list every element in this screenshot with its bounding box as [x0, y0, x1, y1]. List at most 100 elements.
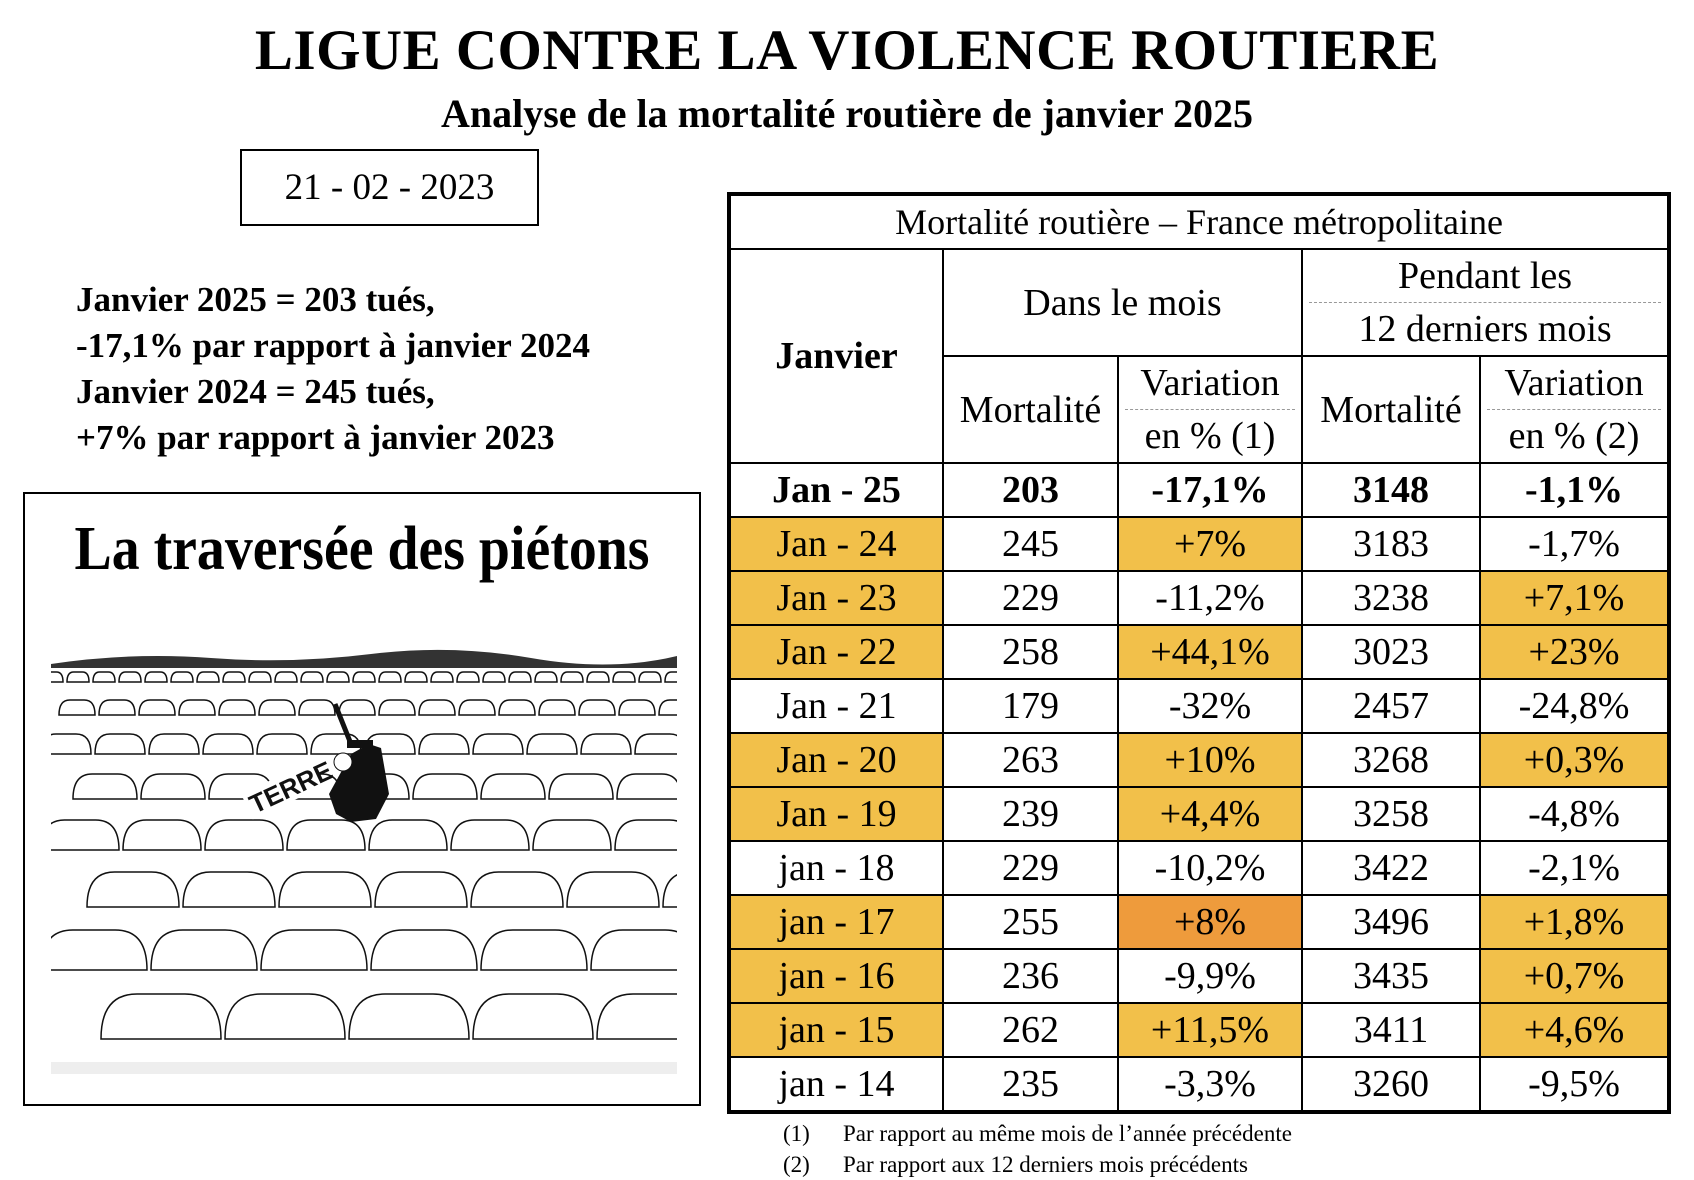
row-mortalite: 258	[942, 624, 1119, 680]
row-mortalite-12: 3411	[1301, 1002, 1481, 1058]
row-variation-12: -24,8%	[1478, 678, 1671, 734]
row-label: Jan - 20	[728, 732, 944, 788]
table-row: Jan - 24 245 +7% 3183 -1,7%	[728, 516, 1671, 572]
row-variation-month: +10%	[1117, 732, 1303, 788]
row-variation-month: -9,9%	[1117, 948, 1303, 1004]
table-row: Jan - 19 239 +4,4% 3258 -4,8%	[728, 786, 1671, 842]
table-row: Jan - 21 179 -32% 2457 -24,8%	[728, 678, 1671, 734]
row-mortalite: 255	[942, 894, 1119, 950]
row-label: jan - 17	[728, 894, 944, 950]
variation-2-line1: Variation	[1487, 357, 1662, 410]
group-header-month: Dans le mois	[942, 248, 1303, 357]
row-variation-12: -2,1%	[1478, 840, 1671, 896]
row-label: Jan - 24	[728, 516, 944, 572]
row-mortalite: 203	[942, 462, 1119, 518]
row-label: Jan - 25	[728, 462, 944, 518]
row-mortalite-12: 3422	[1301, 840, 1481, 896]
row-variation-12: +23%	[1478, 624, 1671, 680]
variation-1-line1: Variation	[1125, 357, 1295, 410]
row-variation-month: -11,2%	[1117, 570, 1303, 626]
group-header-12-line2: 12 derniers mois	[1358, 308, 1612, 350]
footnote-number: (1)	[783, 1121, 810, 1146]
summary-line: +7% par rapport à janvier 2023	[76, 418, 555, 457]
table-caption: Mortalité routière – France métropolitai…	[727, 193, 1671, 250]
column-header-mortalite-12: Mortalité	[1301, 355, 1481, 464]
row-variation-month: +7%	[1117, 516, 1303, 572]
table-row: jan - 17 255 +8% 3496 +1,8%	[728, 894, 1671, 950]
table-body: Jan - 25 203 -17,1% 3148 -1,1% Jan - 24 245 +7%…	[728, 462, 1671, 1113]
row-variation-12: -1,7%	[1478, 516, 1671, 572]
row-variation-12: +0,7%	[1478, 948, 1671, 1004]
row-variation-month: +4,4%	[1117, 786, 1303, 842]
group-header-12-line1: Pendant les	[1309, 250, 1662, 303]
row-mortalite-12: 3023	[1301, 624, 1481, 680]
row-mortalite: 179	[942, 678, 1119, 734]
row-mortalite-12: 3258	[1301, 786, 1481, 842]
table-row: Jan - 22 258 +44,1% 3023 +23%	[728, 624, 1671, 680]
row-variation-month: -10,2%	[1117, 840, 1303, 896]
row-variation-12: -9,5%	[1478, 1056, 1671, 1113]
row-label: jan - 16	[728, 948, 944, 1004]
variation-2-line2: en % (2)	[1508, 415, 1640, 457]
row-mortalite: 239	[942, 786, 1119, 842]
row-variation-month: -17,1%	[1117, 462, 1303, 518]
footnote: (1) Par rapport au même mois de l’année p…	[783, 1118, 1292, 1149]
table-row: Jan - 20 263 +10% 3268 +0,3%	[728, 732, 1671, 788]
row-label: jan - 14	[728, 1056, 944, 1113]
column-header-variation-1: Variation en % (1)	[1117, 355, 1303, 464]
row-label: Jan - 22	[728, 624, 944, 680]
footnotes: (1) Par rapport au même mois de l’année p…	[783, 1118, 1292, 1180]
row-variation-12: -1,1%	[1478, 462, 1671, 518]
row-mortalite-12: 3268	[1301, 732, 1481, 788]
table-row: jan - 15 262 +11,5% 3411 +4,6%	[728, 1002, 1671, 1058]
row-mortalite: 235	[942, 1056, 1119, 1113]
row-mortalite-12: 3238	[1301, 570, 1481, 626]
row-label: jan - 18	[728, 840, 944, 896]
row-mortalite: 263	[942, 732, 1119, 788]
cartoon-title: La traversée des piétons	[74, 515, 650, 583]
footnote-text: Par rapport au même mois de l’année préc…	[843, 1121, 1292, 1146]
row-mortalite: 229	[942, 840, 1119, 896]
row-variation-12: +4,6%	[1478, 1002, 1671, 1058]
variation-1-line2: en % (1)	[1144, 415, 1276, 457]
summary-line: Janvier 2025 = 203 tués,	[76, 280, 435, 319]
column-header-variation-2: Variation en % (2)	[1478, 355, 1671, 464]
row-mortalite-12: 3435	[1301, 948, 1481, 1004]
row-variation-12: +7,1%	[1478, 570, 1671, 626]
column-header-janvier: Janvier	[728, 248, 944, 464]
page-title: LIGUE CONTRE LA VIOLENCE ROUTIERE	[254, 19, 1440, 82]
row-mortalite-12: 3260	[1301, 1056, 1481, 1113]
table-row: jan - 16 236 -9,9% 3435 +0,7%	[728, 948, 1671, 1004]
column-header-mortalite: Mortalité	[942, 355, 1119, 464]
row-variation-month: -32%	[1117, 678, 1303, 734]
row-mortalite-12: 3183	[1301, 516, 1481, 572]
traffic-jam-drawing: TERRE	[51, 644, 677, 1074]
footnote-text: Par rapport aux 12 derniers mois précéde…	[843, 1152, 1248, 1177]
table-row: jan - 14 235 -3,3% 3260 -9,5%	[728, 1056, 1671, 1113]
row-variation-12: -4,8%	[1478, 786, 1671, 842]
pedestrian-figure	[329, 703, 389, 822]
mortality-table-container: Mortalité routière – France métropolitai…	[727, 192, 1672, 1116]
row-variation-12: +1,8%	[1478, 894, 1671, 950]
row-mortalite: 236	[942, 948, 1119, 1004]
summary-text: Janvier 2025 = 203 tués, -17,1% par rapp…	[76, 277, 590, 461]
footnote: (2) Par rapport aux 12 derniers mois préc…	[783, 1149, 1292, 1180]
cartoon-illustration: La traversée des piétons TERRE	[23, 492, 701, 1106]
row-mortalite-12: 2457	[1301, 678, 1481, 734]
date-box: 21 - 02 - 2023	[240, 149, 539, 226]
row-mortalite: 245	[942, 516, 1119, 572]
page-subtitle: Analyse de la mortalité routière de janv…	[440, 91, 1254, 136]
row-mortalite-12: 3148	[1301, 462, 1481, 518]
row-mortalite: 229	[942, 570, 1119, 626]
mortality-table: Mortalité routière – France métropolitai…	[727, 192, 1672, 1114]
table-row: jan - 18 229 -10,2% 3422 -2,1%	[728, 840, 1671, 896]
row-label: Jan - 23	[728, 570, 944, 626]
group-header-12-months: Pendant les 12 derniers mois	[1300, 248, 1671, 357]
row-mortalite: 262	[942, 1002, 1119, 1058]
footnote-number: (2)	[783, 1152, 810, 1177]
row-variation-month: +8%	[1117, 894, 1303, 950]
row-variation-month: -3,3%	[1117, 1056, 1303, 1113]
row-variation-month: +44,1%	[1117, 624, 1303, 680]
row-mortalite-12: 3496	[1301, 894, 1481, 950]
row-variation-12: +0,3%	[1478, 732, 1671, 788]
